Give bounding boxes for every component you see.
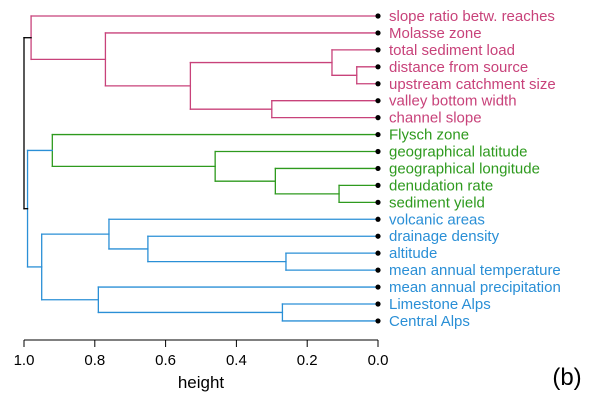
leaf-label: drainage density: [389, 228, 500, 245]
panel-label: (b): [552, 364, 581, 391]
x-tick-label: 0.8: [84, 352, 105, 369]
x-tick-label: 1.0: [14, 352, 35, 369]
leaf-marker: [375, 233, 381, 239]
leaf-marker: [375, 250, 381, 256]
leaf-marker: [375, 64, 381, 70]
dendrogram-links: [23, 15, 379, 322]
leaf-label: denudation rate: [389, 177, 493, 194]
leaf-label: upstream catchment size: [389, 76, 556, 93]
leaf-marker: [375, 131, 381, 138]
leaf-marker: [375, 182, 381, 188]
leaf-label: slope ratio betw. reaches: [389, 8, 555, 25]
leaf-label: altitude: [389, 245, 437, 262]
leaf-label: distance from source: [389, 59, 528, 76]
leaf-label: Central Alps: [389, 313, 470, 330]
leaf-marker: [375, 115, 381, 121]
leaf-marker: [375, 13, 381, 19]
x-tick-label: 0.6: [155, 352, 176, 369]
leaf-marker: [375, 81, 381, 87]
leaf-label: sediment yield: [389, 194, 485, 211]
leaf-label: channel slope: [389, 110, 482, 127]
leaf-marker: [375, 47, 381, 53]
x-axis-title: height: [178, 373, 225, 392]
x-tick-label: 0.4: [226, 352, 247, 369]
leaf-label: geographical latitude: [389, 144, 527, 161]
leaf-marker: [375, 30, 381, 36]
leaf-marker: [375, 267, 381, 273]
leaf-label: volcanic areas: [389, 211, 485, 228]
leaf-label: total sediment load: [389, 42, 515, 59]
leaf-label: mean annual temperature: [389, 262, 561, 279]
leaf-marker: [375, 284, 381, 290]
leaf-label: mean annual precipitation: [389, 279, 561, 296]
leaf-label: Molasse zone: [389, 25, 482, 42]
leaf-marker: [375, 318, 381, 324]
leaf-label: valley bottom width: [389, 93, 517, 110]
leaf-label: geographical longitude: [389, 160, 540, 177]
leaf-marker: [375, 301, 381, 307]
leaf-marker: [375, 199, 381, 205]
leaf-marker: [375, 148, 381, 155]
leaf-marker: [375, 216, 381, 222]
leaf-marker: [375, 98, 381, 104]
x-tick-label: 0.0: [368, 352, 389, 369]
leaf-label: Limestone Alps: [389, 296, 491, 313]
x-tick-label: 0.2: [297, 352, 318, 369]
x-axis-ticks: 1.0 0.8 0.6 0.4 0.2 0.0: [14, 340, 389, 369]
leaf-marker: [375, 165, 381, 172]
leaf-label: Flysch zone: [389, 127, 469, 144]
leaf-markers: [375, 13, 381, 324]
x-axis: 1.0 0.8 0.6 0.4 0.2 0.0 height: [14, 339, 389, 392]
